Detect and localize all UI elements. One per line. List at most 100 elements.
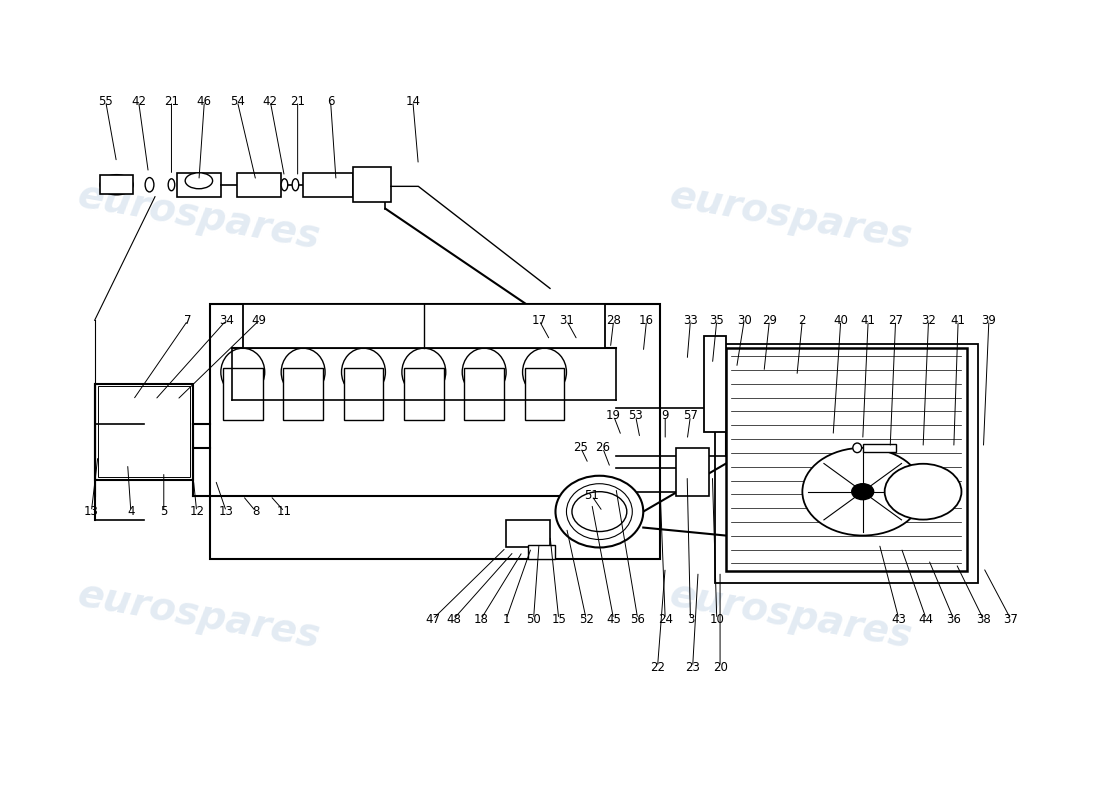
Bar — [100, 175, 133, 194]
Text: 15: 15 — [551, 613, 566, 626]
Bar — [726, 348, 967, 571]
Text: 1: 1 — [503, 613, 510, 626]
Text: 13: 13 — [219, 505, 234, 518]
Text: 12: 12 — [189, 505, 205, 518]
Text: 6: 6 — [327, 94, 334, 107]
Text: 21: 21 — [290, 94, 305, 107]
Ellipse shape — [402, 348, 446, 396]
Text: 53: 53 — [628, 410, 643, 422]
Text: 31: 31 — [559, 314, 574, 326]
Text: 30: 30 — [737, 314, 751, 326]
Text: 22: 22 — [650, 661, 666, 674]
Text: 44: 44 — [918, 613, 934, 626]
Bar — [506, 519, 550, 547]
Text: 41: 41 — [950, 314, 966, 326]
Text: 37: 37 — [1003, 613, 1019, 626]
Ellipse shape — [556, 476, 644, 547]
Text: 35: 35 — [710, 314, 724, 326]
Ellipse shape — [282, 348, 326, 396]
Text: 49: 49 — [252, 314, 266, 326]
Text: 13: 13 — [84, 505, 99, 518]
Bar — [284, 368, 323, 420]
Text: 16: 16 — [639, 314, 654, 326]
Ellipse shape — [341, 348, 385, 396]
Ellipse shape — [145, 178, 154, 192]
Text: 50: 50 — [526, 613, 541, 626]
Text: 29: 29 — [762, 314, 777, 326]
Ellipse shape — [522, 348, 566, 396]
Text: 54: 54 — [230, 94, 244, 107]
Bar — [862, 444, 895, 452]
Bar — [243, 304, 605, 348]
Text: 33: 33 — [683, 314, 697, 326]
Ellipse shape — [852, 443, 861, 453]
Text: 43: 43 — [891, 613, 906, 626]
Text: 27: 27 — [888, 314, 903, 326]
Bar — [676, 448, 710, 496]
Text: 24: 24 — [658, 613, 673, 626]
Text: 57: 57 — [683, 410, 697, 422]
Ellipse shape — [168, 178, 175, 190]
Text: 3: 3 — [686, 613, 694, 626]
Circle shape — [884, 464, 961, 519]
Text: 7: 7 — [184, 314, 191, 326]
Text: eurospares: eurospares — [75, 177, 323, 257]
Text: 10: 10 — [710, 613, 724, 626]
Text: 14: 14 — [405, 94, 420, 107]
Bar — [352, 167, 390, 202]
Text: eurospares: eurospares — [75, 575, 323, 655]
Text: 40: 40 — [834, 314, 848, 326]
Text: 56: 56 — [630, 613, 646, 626]
Circle shape — [802, 448, 923, 535]
Text: 11: 11 — [277, 505, 292, 518]
Text: 19: 19 — [606, 410, 621, 422]
Text: 45: 45 — [606, 613, 621, 626]
Ellipse shape — [293, 178, 299, 190]
Text: 47: 47 — [425, 613, 440, 626]
Bar — [98, 386, 190, 478]
Text: eurospares: eurospares — [667, 575, 915, 655]
Text: 48: 48 — [446, 613, 461, 626]
Text: 9: 9 — [661, 410, 669, 422]
Text: eurospares: eurospares — [667, 177, 915, 257]
Text: 21: 21 — [164, 94, 179, 107]
Text: 5: 5 — [161, 505, 167, 518]
Text: 8: 8 — [252, 505, 260, 518]
Text: 46: 46 — [197, 94, 212, 107]
Bar — [464, 368, 504, 420]
Bar — [525, 368, 564, 420]
Text: 36: 36 — [946, 613, 961, 626]
Circle shape — [851, 484, 873, 500]
Text: 17: 17 — [531, 314, 547, 326]
Bar — [238, 173, 282, 197]
Bar — [704, 336, 726, 432]
Text: 32: 32 — [921, 314, 936, 326]
Text: 25: 25 — [573, 442, 588, 454]
Text: 51: 51 — [584, 489, 600, 502]
Bar — [404, 368, 443, 420]
Ellipse shape — [462, 348, 506, 396]
Text: 2: 2 — [799, 314, 806, 326]
Text: 38: 38 — [976, 613, 991, 626]
Text: 28: 28 — [606, 314, 621, 326]
Bar — [223, 368, 263, 420]
Ellipse shape — [185, 173, 212, 189]
Text: 20: 20 — [713, 661, 727, 674]
Text: 26: 26 — [595, 442, 610, 454]
Bar — [715, 344, 978, 583]
Ellipse shape — [282, 178, 288, 190]
Ellipse shape — [566, 484, 632, 539]
Text: 52: 52 — [579, 613, 594, 626]
Bar — [177, 173, 221, 197]
Text: 55: 55 — [98, 94, 113, 107]
Bar — [343, 368, 383, 420]
Text: 18: 18 — [473, 613, 488, 626]
Text: 42: 42 — [263, 94, 277, 107]
Text: 4: 4 — [128, 505, 134, 518]
Bar — [95, 384, 194, 480]
Text: 39: 39 — [981, 314, 997, 326]
Bar — [528, 545, 556, 559]
Bar — [304, 173, 352, 197]
Text: 41: 41 — [860, 314, 876, 326]
Ellipse shape — [221, 348, 265, 396]
